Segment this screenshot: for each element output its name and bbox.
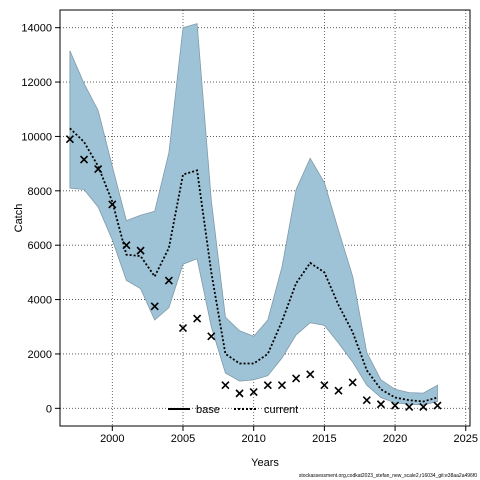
base-marker-2008: [221, 381, 230, 390]
base-marker-stroke: [136, 246, 145, 255]
legend-label-current: current: [264, 404, 298, 416]
y-tick-label-8000: 8000: [28, 186, 52, 198]
base-marker-2017: [348, 378, 357, 387]
base-marker-2003: [150, 302, 159, 311]
base-marker-stroke: [108, 200, 117, 209]
y-tick-label-2000: 2000: [28, 349, 52, 361]
base-marker-2006: [193, 314, 202, 323]
base-marker-2014: [306, 370, 315, 379]
confidence-band-area: [69, 23, 438, 406]
base-marker-stroke: [122, 241, 131, 250]
current-series-line: [69, 127, 438, 403]
base-marker-stroke: [94, 164, 103, 174]
base-marker-2020: [391, 401, 400, 410]
base-marker-stroke: [178, 324, 188, 333]
base-marker-stroke: [277, 381, 287, 390]
base-marker-stroke: [334, 386, 343, 395]
confidence-band: [69, 23, 438, 406]
base-marker-1999: [94, 164, 103, 174]
y-tick-label-4000: 4000: [28, 295, 52, 307]
base-marker-2000: [108, 200, 117, 209]
base-marker-2018: [362, 396, 371, 405]
base-marker-stroke: [433, 401, 442, 410]
y-tick-label-14000: 14000: [21, 23, 52, 35]
footer-credit: stockassessment.org,codkat2023_stefan_ne…: [299, 473, 477, 479]
y-tick-label-10000: 10000: [21, 131, 52, 143]
base-marker-stroke: [419, 402, 428, 412]
x-axis-title: Years: [251, 457, 279, 469]
base-marker-stroke: [362, 396, 371, 405]
base-marker-2016: [334, 386, 343, 395]
base-marker-stroke: [376, 400, 385, 409]
base-marker-stroke: [320, 381, 329, 390]
base-marker-stroke: [65, 135, 74, 144]
base-marker-2022: [419, 402, 428, 412]
x-axis-ticks: 2000 2005 2010 2015 2020 2025: [100, 426, 478, 445]
base-marker-2023: [433, 401, 442, 410]
base-marker-2011: [263, 381, 272, 390]
base-marker-1997: [65, 135, 74, 144]
base-marker-2012: [277, 381, 287, 390]
y-tick-label-0: 0: [46, 403, 52, 415]
base-marker-stroke: [405, 402, 414, 412]
base-marker-1998: [79, 155, 89, 164]
base-marker-2021: [405, 402, 414, 412]
base-marker-stroke: [263, 381, 272, 390]
base-marker-stroke: [79, 155, 89, 164]
y-axis-ticks: 0 2000 4000 6000 8000 10000 12000 14000: [21, 23, 60, 415]
base-marker-2013: [292, 374, 301, 383]
base-series-markers: [65, 135, 442, 412]
base-marker-2004: [164, 276, 173, 285]
legend-label-base: base: [196, 404, 220, 416]
base-marker-stroke: [207, 332, 216, 341]
x-tick-label-2015: 2015: [312, 433, 336, 445]
x-tick-label-2005: 2005: [171, 433, 195, 445]
base-marker-2001: [122, 241, 131, 250]
plot-frame: [59, 9, 471, 427]
base-marker-2019: [376, 400, 385, 409]
y-axis-title: Catch: [13, 204, 25, 233]
x-tick-label-2010: 2010: [241, 433, 265, 445]
x-tick-label-2025: 2025: [454, 433, 478, 445]
base-marker-stroke: [292, 374, 301, 383]
base-marker-2002: [136, 246, 145, 255]
base-marker-stroke: [221, 381, 230, 390]
x-tick-label-2020: 2020: [383, 433, 407, 445]
base-marker-2015: [320, 381, 329, 390]
y-tick-label-12000: 12000: [21, 77, 52, 89]
base-marker-stroke: [391, 401, 400, 410]
base-marker-stroke: [164, 276, 173, 285]
base-marker-stroke: [249, 387, 258, 397]
base-marker-stroke: [150, 302, 159, 311]
legend: base current: [168, 404, 298, 416]
base-marker-stroke: [348, 378, 357, 387]
base-marker-stroke: [193, 314, 202, 323]
base-marker-2010: [249, 387, 258, 397]
base-marker-2007: [207, 332, 216, 341]
base-marker-2005: [178, 324, 188, 333]
x-tick-label-2000: 2000: [100, 433, 124, 445]
base-marker-2009: [235, 389, 244, 398]
current-estimate-line: [69, 127, 438, 403]
y-tick-label-6000: 6000: [28, 240, 52, 252]
base-marker-stroke: [306, 370, 315, 379]
base-marker-stroke: [235, 389, 244, 398]
